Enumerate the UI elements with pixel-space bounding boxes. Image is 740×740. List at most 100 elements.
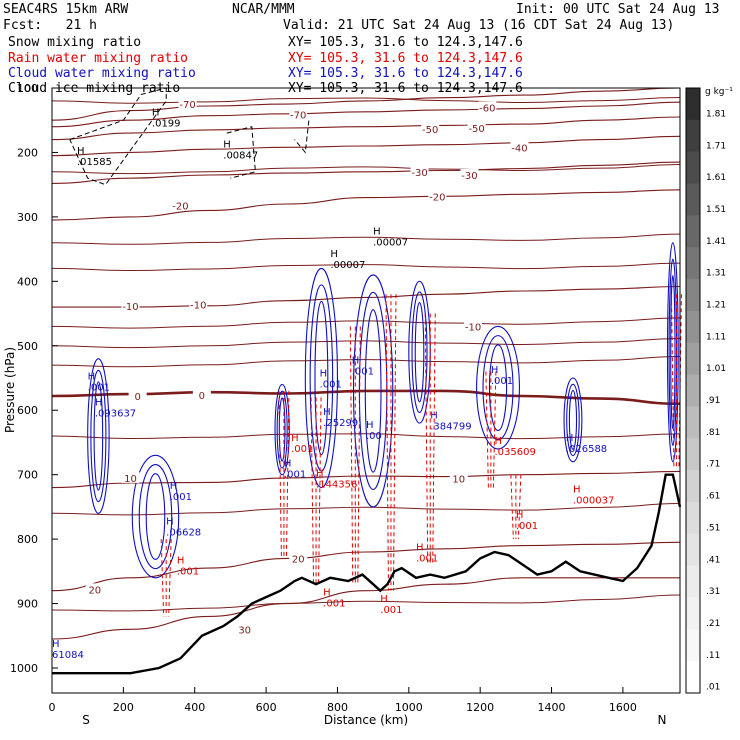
contour-label-bg xyxy=(85,583,104,595)
contour-label-bg xyxy=(428,190,447,202)
maximum-value-label: .001 xyxy=(516,521,538,532)
colorbar-swatch xyxy=(686,247,700,280)
rain-water-contour xyxy=(510,474,514,540)
contour-label-bg xyxy=(192,388,211,400)
temperature-contour-label: 20 xyxy=(292,554,305,565)
maximum-value-label: .001 xyxy=(88,383,110,394)
cloud-water-contour xyxy=(476,325,520,450)
maximum-value-label: .001 xyxy=(291,444,313,455)
colorbar-swatch xyxy=(686,119,700,153)
cloud-water-contour xyxy=(274,383,290,476)
maximum-value-label: .001 xyxy=(352,367,374,378)
cloud-water-contour xyxy=(309,284,334,472)
maximum-value-label: .035609 xyxy=(494,447,535,458)
y-tick-label: 400 xyxy=(17,275,38,288)
colorbar-label: 1.11 xyxy=(706,332,726,342)
maximum-marker: H xyxy=(77,146,85,157)
maximum-marker: H xyxy=(88,372,96,383)
maximum-value-label: .026588 xyxy=(566,444,607,455)
colorbar-swatch xyxy=(686,565,700,598)
maximum-value-label: .384799 xyxy=(430,421,471,432)
x-tick-label: 0 xyxy=(49,701,56,714)
temperature-contour xyxy=(51,233,681,245)
colorbar-label: 1.71 xyxy=(706,141,726,151)
field-xy-cloud-water: XY= 105.3, 31.6 to 124.3,147.6 xyxy=(288,66,523,81)
colorbar-swatch xyxy=(686,151,700,185)
x-tick-label: 200 xyxy=(113,701,134,714)
y-tick-label: 200 xyxy=(17,146,38,159)
terrain-line xyxy=(52,473,682,675)
rain-water-contour xyxy=(385,294,389,591)
temperature-contour-label: -70 xyxy=(179,100,195,111)
maximum-value-label: .06628 xyxy=(166,528,201,539)
y-tick-label: 500 xyxy=(17,340,38,353)
temperature-contour-label: -40 xyxy=(511,143,527,154)
contour-label-bg xyxy=(128,390,147,402)
maximum-value-label: .001 xyxy=(416,553,438,564)
maximum-value-label: .001 xyxy=(380,605,402,616)
maximum-marker: H xyxy=(516,510,524,521)
maximum-marker: H xyxy=(573,484,581,495)
contour-label-bg xyxy=(510,141,529,153)
cloud-water-contour xyxy=(87,358,110,514)
y-tick-label: 700 xyxy=(17,469,38,482)
maximum-marker: H xyxy=(320,368,328,379)
rain-water-contour xyxy=(349,326,354,585)
colorbar-label: .71 xyxy=(706,460,720,470)
y-axis-label: Pressure (hPa) xyxy=(3,347,17,433)
contour-label-bg xyxy=(464,320,483,332)
colorbar-label: 1.51 xyxy=(706,205,726,215)
maximum-marker: H xyxy=(323,407,331,418)
cloud-water-contour xyxy=(145,473,166,560)
organization-label: NCAR/MMM xyxy=(232,2,295,17)
maximum-marker: H xyxy=(366,420,374,431)
maximum-marker: H xyxy=(223,140,231,151)
cloud-water-contour xyxy=(566,383,580,457)
colorbar-label: 1.01 xyxy=(706,364,726,374)
temperature-contour-label: 30 xyxy=(238,625,251,636)
maximum-marker: H xyxy=(330,249,338,260)
maximum-value-label: .00007 xyxy=(330,260,365,271)
contour-label-bg xyxy=(478,101,497,113)
x-end-label-south: S xyxy=(82,713,90,727)
cloud-water-contour xyxy=(568,390,578,450)
colorbar-swatch xyxy=(686,406,700,439)
maximum-value-label: .001 xyxy=(320,379,342,390)
colorbar-swatch xyxy=(686,88,700,121)
model-title: SEAC4RS 15km ARW xyxy=(3,2,129,17)
temperature-contour-label: 20 xyxy=(88,585,101,596)
x-end-label-north: N xyxy=(658,713,667,727)
maximum-marker: H xyxy=(491,365,499,376)
temperature-contour-label: -20 xyxy=(172,201,188,212)
contour-label-bg xyxy=(235,623,254,635)
temperature-contour-label: 10 xyxy=(124,474,137,485)
valid-time: Valid: 21 UTC Sat 24 Aug 13 (16 CDT Sat … xyxy=(283,18,675,33)
maximum-value-label: .093637 xyxy=(95,408,136,419)
cloud-water-contour xyxy=(93,381,104,491)
y-tick-label: 900 xyxy=(17,598,38,611)
cloud-water-contour xyxy=(131,454,180,579)
cloud-water-contour xyxy=(138,463,173,570)
cloud-water-contour xyxy=(314,300,329,456)
temperature-contour-label: -70 xyxy=(290,110,306,121)
cloud-water-contour xyxy=(90,369,107,503)
maximum-marker: H xyxy=(177,555,185,566)
temperature-contour-label: -30 xyxy=(461,171,477,182)
contour-label-bg xyxy=(460,169,479,180)
contour-label-bg xyxy=(289,108,308,120)
cloud-water-contour xyxy=(352,274,394,508)
forecast-hour: Fcst: 21 h xyxy=(3,18,97,33)
colorbar-swatch xyxy=(686,279,700,312)
snow-contour xyxy=(226,126,256,179)
maximum-marker: H xyxy=(284,459,292,470)
contour-label-bg xyxy=(421,123,440,135)
temperature-contour xyxy=(51,116,681,141)
init-time: Init: 00 UTC Sat 24 Aug 13 xyxy=(516,2,720,17)
x-tick-label: 1000 xyxy=(395,701,423,714)
temperature-contour-label: -20 xyxy=(429,192,445,203)
contour-label-bg xyxy=(121,299,140,311)
maximum-marker: H xyxy=(373,227,381,238)
contour-label-bg xyxy=(178,98,197,110)
y-tick-label: 1000 xyxy=(10,662,38,675)
temperature-contour xyxy=(51,97,681,104)
